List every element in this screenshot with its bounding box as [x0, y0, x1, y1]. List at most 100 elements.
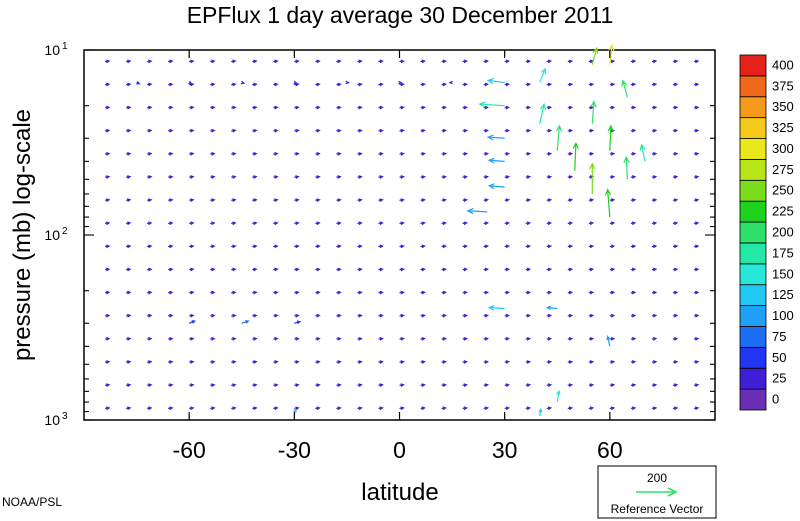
- field-vector: [168, 82, 174, 87]
- field-vector: [252, 244, 258, 249]
- colorbar-label: 100: [772, 308, 794, 323]
- field-vector: [546, 267, 553, 272]
- data-vector: [398, 80, 403, 85]
- field-vector: [231, 337, 237, 341]
- field-vector: [252, 59, 258, 64]
- y-tick-label: 10: [44, 412, 60, 428]
- field-vector: [210, 175, 216, 179]
- field-vector: [231, 152, 237, 156]
- field-vector: [588, 267, 595, 272]
- field-vector: [273, 337, 279, 341]
- x-tick-label: 30: [492, 437, 518, 463]
- field-vector: [546, 82, 553, 87]
- field-vector: [104, 406, 111, 411]
- field-vector: [630, 290, 637, 295]
- field-vector: [315, 152, 321, 156]
- field-vector: [273, 59, 279, 64]
- data-vector: [293, 80, 298, 85]
- field-vector: [588, 82, 595, 87]
- field-vector: [609, 313, 616, 318]
- field-vector: [651, 360, 658, 364]
- field-vector: [546, 360, 553, 364]
- data-vector: [590, 100, 597, 124]
- field-vector: [483, 383, 490, 387]
- field-vector: [588, 128, 595, 133]
- field-vector: [483, 152, 490, 156]
- field-vector: [378, 152, 384, 156]
- field-vector: [525, 59, 532, 64]
- field-vector: [651, 337, 658, 341]
- field-vector: [651, 59, 658, 64]
- data-vector: [188, 80, 193, 85]
- field-vector: [357, 244, 363, 249]
- field-vector: [651, 290, 658, 295]
- field-vector: [567, 244, 574, 249]
- field-vector: [420, 244, 426, 249]
- field-vector: [252, 221, 258, 226]
- field-vector: [504, 82, 511, 87]
- field-vector: [273, 221, 279, 226]
- field-vector: [420, 360, 426, 364]
- field-vector: [210, 337, 216, 341]
- field-vector: [567, 337, 574, 341]
- field-vector: [189, 337, 195, 341]
- field-vector: [252, 406, 258, 411]
- reference-vector-box: 200 Reference Vector: [597, 465, 717, 519]
- field-vector: [168, 175, 174, 179]
- field-vector: [168, 128, 174, 133]
- field-vector: [147, 360, 153, 364]
- field-vector: [252, 360, 258, 364]
- field-vector: [651, 221, 658, 226]
- field-vector: [441, 221, 447, 226]
- field-vector: [399, 82, 405, 87]
- field-vector: [357, 175, 363, 179]
- field-vector: [231, 267, 237, 272]
- field-vector: [357, 337, 363, 341]
- field-vector: [525, 267, 532, 272]
- field-vector: [336, 267, 342, 272]
- field-vector: [147, 152, 153, 156]
- field-vector: [609, 221, 616, 226]
- field-vector: [378, 175, 384, 179]
- field-vector: [672, 360, 679, 364]
- field-vector: [609, 244, 616, 249]
- field-vector: [125, 267, 132, 272]
- field-vector: [462, 175, 468, 179]
- field-vector: [504, 360, 511, 364]
- field-vector: [168, 313, 174, 318]
- field-vector: [294, 128, 300, 133]
- field-vector: [147, 82, 153, 87]
- x-tick-label: -60: [173, 437, 206, 463]
- field-vector: [462, 267, 468, 272]
- field-vector: [672, 267, 679, 272]
- field-vector: [525, 221, 532, 226]
- field-vector: [147, 383, 153, 387]
- field-vector: [125, 152, 132, 156]
- field-vector: [651, 105, 658, 110]
- field-vector: [315, 267, 321, 272]
- field-vector: [399, 360, 405, 364]
- field-vector: [399, 313, 405, 318]
- field-vector: [588, 337, 595, 341]
- field-vector: [567, 152, 574, 156]
- field-vector: [315, 406, 321, 411]
- field-vector: [504, 198, 511, 202]
- y-tick-exponent: 2: [62, 226, 68, 237]
- field-vector: [147, 59, 153, 64]
- y-axis-label: pressure (mb) log-scale: [9, 109, 36, 361]
- field-vector: [294, 221, 300, 226]
- field-vector: [125, 221, 132, 226]
- field-vector: [525, 313, 532, 318]
- field-vector: [630, 406, 637, 411]
- field-vector: [504, 290, 511, 295]
- field-vector: [125, 406, 132, 411]
- field-vector: [588, 198, 595, 202]
- data-vector: [188, 320, 196, 324]
- field-vector: [546, 337, 553, 341]
- field-vector: [420, 175, 426, 179]
- field-vector: [672, 313, 679, 318]
- field-vector: [420, 105, 426, 110]
- field-vector: [462, 383, 468, 387]
- field-vector: [483, 313, 490, 318]
- field-vector: [462, 128, 468, 133]
